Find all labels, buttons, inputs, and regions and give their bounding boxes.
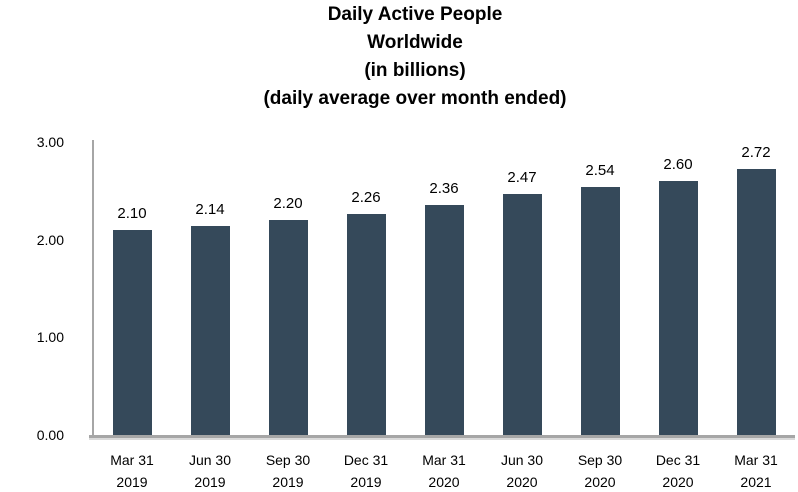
x-tick-label-line-1: Jun 30 bbox=[188, 452, 232, 468]
bar-value-label: 2.47 bbox=[507, 168, 537, 186]
bar bbox=[580, 186, 620, 435]
chart-title-line-3: (in billions) bbox=[364, 60, 466, 81]
bar-slot: 2.20 bbox=[249, 142, 327, 435]
y-tick-label: 0.00 bbox=[36, 427, 64, 443]
bar-slot: 2.36 bbox=[405, 142, 483, 435]
bar-value-label: 2.54 bbox=[585, 161, 615, 179]
bar-value-label: 2.72 bbox=[741, 144, 771, 162]
x-tick-label: Mar 31 2019 bbox=[93, 449, 171, 492]
x-tick-label: Sep 30 2019 bbox=[249, 449, 327, 492]
x-tick-label-line-2: 2020 bbox=[662, 474, 694, 490]
bar-slot: 2.72 bbox=[717, 142, 795, 435]
x-tick-label-line-2: 2019 bbox=[194, 474, 226, 490]
bars-container: 2.10 2.14 2.20 2.26 2.36 2.47 2.54 2.60 2.72 bbox=[93, 142, 795, 435]
x-tick-label-line-1: Dec 31 bbox=[655, 452, 701, 468]
x-tick-label-line-1: Sep 30 bbox=[265, 452, 311, 468]
bar-slot: 2.10 bbox=[93, 142, 171, 435]
bar-slot: 2.47 bbox=[483, 142, 561, 435]
bar bbox=[658, 181, 698, 435]
x-tick-label: Mar 31 2020 bbox=[405, 449, 483, 492]
bar-value-label: 2.10 bbox=[117, 204, 147, 222]
bar-slot: 2.60 bbox=[639, 142, 717, 435]
bar-value-label: 2.26 bbox=[351, 189, 381, 207]
x-axis: Mar 31 2019 Jun 30 2019 Sep 30 2019 Dec 31 2019… bbox=[93, 449, 795, 492]
x-tick-label: Dec 31 2019 bbox=[327, 449, 405, 492]
bar-value-label: 2.20 bbox=[273, 195, 303, 213]
bar-slot: 2.14 bbox=[171, 142, 249, 435]
x-tick-label-line-2: 2021 bbox=[740, 474, 772, 490]
bar-slot: 2.54 bbox=[561, 142, 639, 435]
bar-slot: 2.26 bbox=[327, 142, 405, 435]
chart-title-line-4: (daily average over month ended) bbox=[263, 88, 567, 109]
bar bbox=[346, 214, 386, 435]
x-tick-label-line-1: Mar 31 bbox=[110, 452, 154, 468]
y-tick-label: 1.00 bbox=[36, 329, 64, 346]
x-tick-label-line-2: 2020 bbox=[506, 474, 538, 490]
x-tick-label-line-1: Dec 31 bbox=[343, 452, 389, 468]
x-tick-label-line-2: 2020 bbox=[584, 474, 616, 490]
bar-value-label: 2.36 bbox=[429, 179, 459, 197]
x-tick-label-line-2: 2019 bbox=[350, 474, 382, 490]
x-tick-label: Jun 30 2019 bbox=[171, 449, 249, 492]
x-tick-label-line-1: Mar 31 bbox=[734, 452, 778, 468]
bar bbox=[112, 229, 152, 435]
chart-title-line-2: Worldwide bbox=[367, 32, 463, 53]
x-tick-label: Sep 30 2020 bbox=[561, 449, 639, 492]
bar bbox=[190, 226, 230, 435]
chart-title-line-1: Daily Active People bbox=[327, 4, 503, 25]
x-tick-label: Jun 30 2020 bbox=[483, 449, 561, 492]
x-tick-label-line-2: 2020 bbox=[428, 474, 460, 490]
chart-title: Daily Active People Worldwide (in billio… bbox=[32, 1, 798, 113]
y-axis: 3.00 2.00 1.00 0.00 bbox=[0, 134, 64, 443]
bar-value-label: 2.60 bbox=[663, 156, 693, 174]
bar-value-label: 2.14 bbox=[195, 201, 225, 218]
x-tick-label-line-1: Mar 31 bbox=[422, 452, 466, 468]
bar bbox=[268, 220, 308, 435]
y-tick-label: 2.00 bbox=[36, 231, 64, 248]
x-tick-label-line-1: Sep 30 bbox=[577, 452, 623, 468]
x-tick-label-line-1: Jun 30 bbox=[500, 452, 544, 468]
x-tick-label: Dec 31 2020 bbox=[639, 449, 717, 492]
y-tick-label: 3.00 bbox=[36, 134, 64, 150]
bar bbox=[424, 204, 464, 435]
x-tick-label-line-2: 2019 bbox=[116, 474, 148, 490]
x-tick-label-line-2: 2019 bbox=[272, 474, 304, 490]
bar bbox=[502, 193, 542, 435]
bar bbox=[736, 169, 776, 435]
x-tick-label: Mar 31 2021 bbox=[717, 449, 795, 492]
x-axis-line bbox=[89, 435, 795, 438]
y-axis-line bbox=[92, 140, 94, 437]
